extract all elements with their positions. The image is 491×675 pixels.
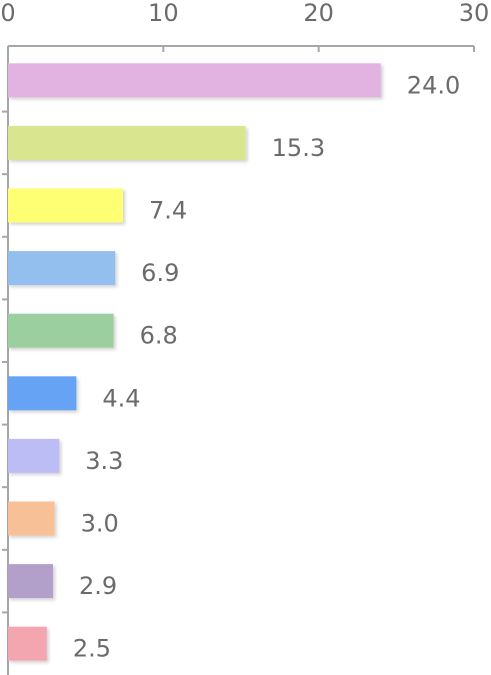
bar (8, 188, 123, 223)
bar (8, 626, 47, 661)
x-tick-label: 30 (459, 0, 490, 27)
bar (8, 63, 381, 98)
x-tick-label: 0 (0, 0, 15, 27)
value-label: 24.0 (407, 71, 460, 99)
bar (8, 251, 116, 286)
value-label: 4.4 (102, 384, 140, 412)
value-label: 7.4 (149, 197, 187, 225)
value-label: 2.5 (73, 635, 111, 663)
value-label: 6.8 (140, 322, 178, 350)
value-label: 3.0 (81, 510, 119, 538)
bar (8, 564, 54, 599)
x-tick-label: 20 (303, 0, 334, 27)
value-label: 2.9 (79, 572, 117, 600)
bar (8, 125, 246, 160)
bar (8, 438, 60, 473)
x-tick-label: 10 (148, 0, 179, 27)
bar (8, 376, 77, 411)
bar (8, 501, 55, 536)
value-label: 6.9 (141, 259, 179, 287)
bar (8, 313, 114, 348)
value-label: 3.3 (85, 447, 123, 475)
value-label: 15.3 (272, 134, 325, 162)
